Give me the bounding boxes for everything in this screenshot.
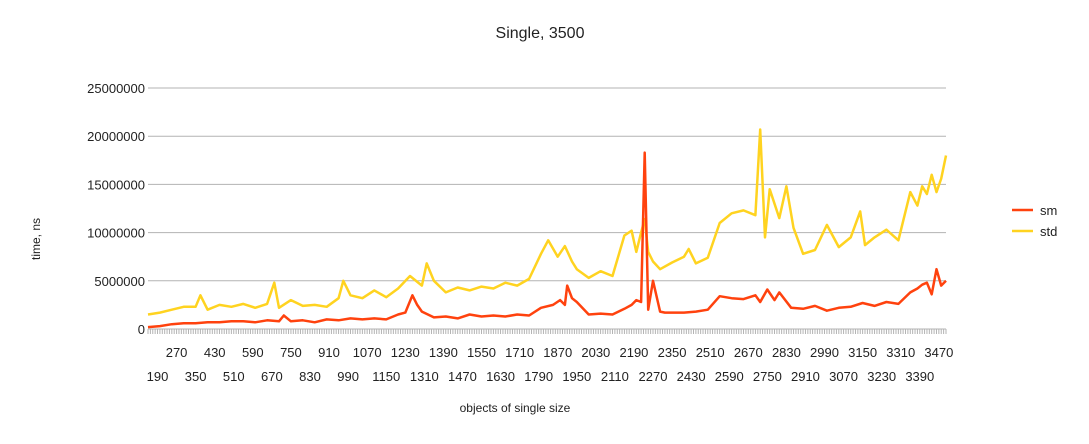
x-tick-label: 1390 bbox=[429, 345, 458, 360]
x-tick-label: 2110 bbox=[601, 369, 629, 384]
x-tick-label: 1470 bbox=[448, 369, 477, 384]
x-tick-label: 2910 bbox=[791, 369, 820, 384]
series-line-sm bbox=[147, 151, 947, 329]
x-axis-label: objects of single size bbox=[460, 401, 571, 415]
x-tick-label: 2350 bbox=[658, 345, 687, 360]
x-tick-label: 1150 bbox=[372, 369, 400, 384]
x-tick-label: 590 bbox=[242, 345, 264, 360]
x-tick-label: 830 bbox=[299, 369, 321, 384]
x-tick-label: 1630 bbox=[486, 369, 515, 384]
x-tick-label: 270 bbox=[166, 345, 188, 360]
x-tick-label: 750 bbox=[280, 345, 302, 360]
x-tick-label: 1310 bbox=[410, 369, 439, 384]
x-tick-label: 3230 bbox=[867, 369, 896, 384]
x-tick-label: 2190 bbox=[619, 345, 648, 360]
x-tick-label: 2830 bbox=[772, 345, 801, 360]
x-tick-label: 910 bbox=[318, 345, 340, 360]
x-tick-label: 3390 bbox=[905, 369, 934, 384]
x-tick-label: 3150 bbox=[848, 345, 877, 360]
legend-label-std: std bbox=[1040, 224, 1057, 239]
x-tick-label: 350 bbox=[185, 369, 207, 384]
series-lines bbox=[147, 128, 948, 329]
x-tick-label: 430 bbox=[204, 345, 226, 360]
y-tick-label: 20000000 bbox=[87, 129, 145, 144]
grid-lines bbox=[148, 87, 946, 282]
x-tick-label: 670 bbox=[261, 369, 283, 384]
x-tick-label: 1550 bbox=[467, 345, 496, 360]
legend-label-sm: sm bbox=[1040, 203, 1057, 218]
series-line-std bbox=[147, 128, 948, 316]
y-tick-labels: 0 5000000 10000000 15000000 20000000 25000000 bbox=[87, 81, 145, 337]
y-tick-label: 0 bbox=[138, 322, 145, 337]
x-tick-label: 3070 bbox=[829, 369, 858, 384]
x-tick-label: 2590 bbox=[715, 369, 744, 384]
x-tick-label: 2670 bbox=[734, 345, 763, 360]
x-tick-label: 2510 bbox=[696, 345, 725, 360]
x-minor-ticks bbox=[147, 329, 947, 334]
x-tick-label: 2430 bbox=[677, 369, 706, 384]
x-tick-label: 1790 bbox=[524, 369, 553, 384]
y-tick-label: 15000000 bbox=[87, 177, 145, 192]
y-axis-label: time, ns bbox=[29, 218, 43, 260]
x-tick-label: 2030 bbox=[581, 345, 610, 360]
x-tick-label: 1070 bbox=[353, 345, 382, 360]
y-tick-label: 5000000 bbox=[94, 274, 145, 289]
x-tick-label: 2750 bbox=[753, 369, 782, 384]
x-tick-label: 3310 bbox=[886, 345, 915, 360]
x-tick-label: 190 bbox=[147, 369, 169, 384]
x-tick-label: 3470 bbox=[924, 345, 953, 360]
x-tick-label: 990 bbox=[337, 369, 359, 384]
x-tick-label: 2990 bbox=[810, 345, 839, 360]
x-tick-label: 1710 bbox=[505, 345, 534, 360]
x-tick-label: 1230 bbox=[391, 345, 420, 360]
y-tick-label: 25000000 bbox=[87, 81, 145, 96]
x-tick-label: 2270 bbox=[639, 369, 668, 384]
x-tick-label: 1870 bbox=[543, 345, 572, 360]
legend: sm std bbox=[1012, 203, 1057, 239]
x-tick-label: 510 bbox=[223, 369, 245, 384]
chart-title: Single, 3500 bbox=[496, 25, 585, 42]
y-tick-label: 10000000 bbox=[87, 226, 145, 241]
x-tick-label: 1950 bbox=[562, 369, 591, 384]
x-tick-labels: 270 430 590 750 910 1070 1230 1390 1550 1710 1870 2… bbox=[147, 345, 954, 384]
